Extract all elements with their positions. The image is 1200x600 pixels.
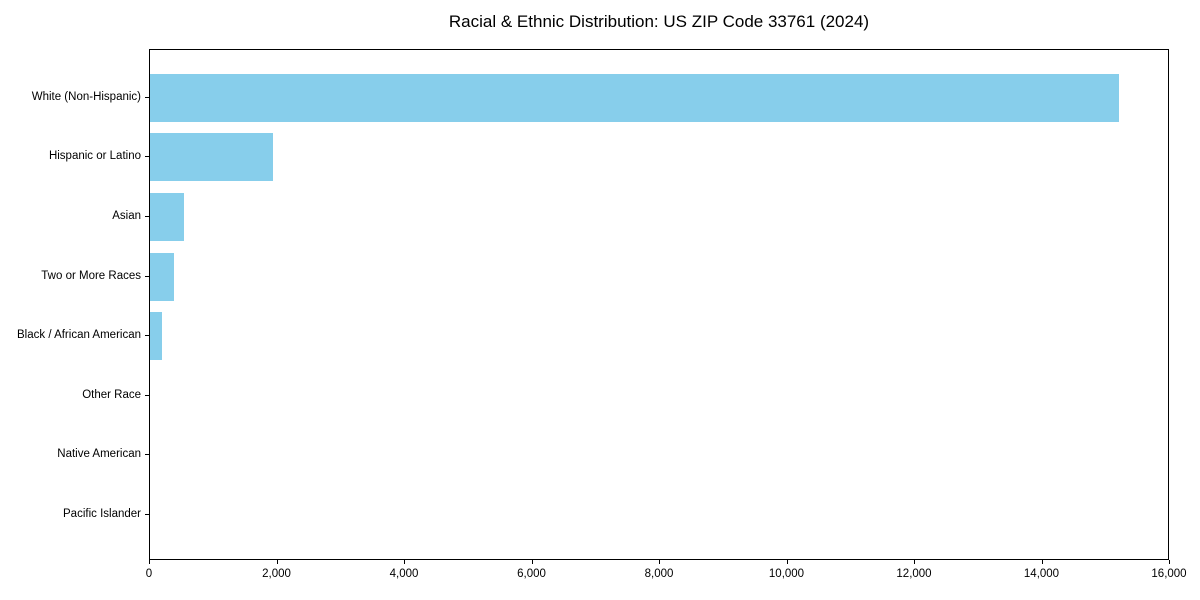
x-axis-label: 0 [145, 568, 153, 580]
x-axis-label: 12,000 [896, 568, 932, 580]
y-tick [145, 156, 149, 158]
y-axis-label-native-american: Native American [57, 448, 141, 461]
bar-white-non-hispanic [150, 73, 1119, 122]
y-tick [145, 216, 149, 217]
bar-hispanic-or-latino [150, 133, 274, 182]
bar-two-or-more-races [150, 252, 174, 301]
y-axis-label-other-race: Other Race [82, 388, 141, 401]
y-axis-label-white-non-hispanic: White (Non-Hispanic) [31, 90, 141, 103]
y-tick [145, 275, 149, 277]
y-axis-label-pacific-islander: Pacific Islander [63, 508, 141, 520]
x-axis-label: 6,000 [517, 568, 546, 580]
x-tick [276, 560, 278, 564]
y-tick [145, 514, 149, 515]
y-tick [145, 335, 149, 337]
x-tick [404, 560, 405, 564]
plot-area [149, 49, 1169, 560]
x-tick [1169, 560, 1170, 564]
y-axis-label-black-african-american: Black / African American [17, 329, 141, 342]
y-tick [145, 454, 149, 456]
x-axis-label: 16,000 [1151, 568, 1187, 580]
y-tick [145, 96, 149, 98]
y-axis-label-hispanic-or-latino: Hispanic or Latino [48, 150, 141, 163]
chart-title: Racial & Ethnic Distribution: US ZIP Cod… [448, 12, 870, 31]
y-tick [145, 394, 149, 396]
x-tick [531, 560, 533, 564]
x-axis-label: 2,000 [262, 568, 291, 580]
bar-black-african-american [150, 312, 163, 361]
x-axis-label: 10,000 [768, 568, 805, 580]
y-axis-label-two-or-more-races: Two or More Races [41, 269, 141, 282]
x-tick [659, 560, 660, 564]
x-tick [149, 560, 150, 564]
x-axis-label: 8,000 [644, 568, 674, 580]
x-axis-label: 14,000 [1023, 568, 1060, 580]
x-tick [1041, 560, 1043, 564]
x-tick [914, 560, 915, 564]
y-axis-label-asian: Asian [112, 210, 141, 222]
x-axis-label: 4,000 [389, 568, 419, 580]
x-tick [786, 560, 788, 564]
bar-asian [150, 193, 184, 241]
